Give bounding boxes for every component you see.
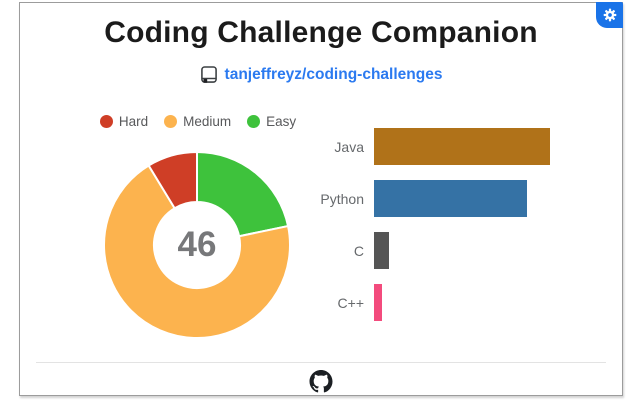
repo-link-label: tanjeffreyz/coding-challenges xyxy=(224,66,443,83)
legend-dot xyxy=(99,115,113,128)
bar-value xyxy=(374,232,389,269)
bar-label: C++ xyxy=(337,294,364,311)
bar-label: C xyxy=(353,242,364,259)
legend-label: Easy xyxy=(266,114,297,129)
language-bar-chart: Java Python C C++ xyxy=(300,128,550,321)
difficulty-donut-chart: 46 xyxy=(102,150,292,340)
donut-segment-medium xyxy=(103,164,291,339)
footer-divider xyxy=(36,362,606,363)
bar-row-java: Java xyxy=(300,128,550,165)
repo-link[interactable]: tanjeffreyz/coding-challenges xyxy=(20,64,622,86)
bar-label: Python xyxy=(320,190,364,207)
bar-row-c: C xyxy=(300,232,550,269)
github-icon xyxy=(309,370,333,393)
page-title: Coding Challenge Companion xyxy=(104,16,538,49)
legend-dot xyxy=(247,115,261,128)
github-link[interactable] xyxy=(309,370,333,393)
legend-item-easy: Easy xyxy=(247,114,296,129)
bar-label: Java xyxy=(334,138,364,155)
repo-icon xyxy=(200,66,217,83)
donut-legend: Hard Medium Easy xyxy=(20,114,376,129)
donut-segment-hard xyxy=(147,150,198,210)
legend-dot xyxy=(164,115,178,128)
settings-button[interactable] xyxy=(596,2,623,28)
legend-label: Hard xyxy=(118,114,149,129)
donut-total-label: 46 xyxy=(177,225,217,264)
legend-item-medium: Medium xyxy=(164,114,231,129)
gear-icon xyxy=(603,8,616,22)
bar-value xyxy=(374,284,382,321)
bar-row-cpp: C++ xyxy=(300,284,550,321)
legend-item-hard: Hard xyxy=(99,114,149,129)
bar-value xyxy=(374,128,550,165)
donut-segment-easy xyxy=(196,150,290,238)
extension-popup: Coding Challenge Companion tanjeffreyz/c… xyxy=(19,2,623,396)
bar-value xyxy=(374,180,527,217)
legend-label: Medium xyxy=(183,114,232,129)
bar-row-python: Python xyxy=(300,180,550,217)
